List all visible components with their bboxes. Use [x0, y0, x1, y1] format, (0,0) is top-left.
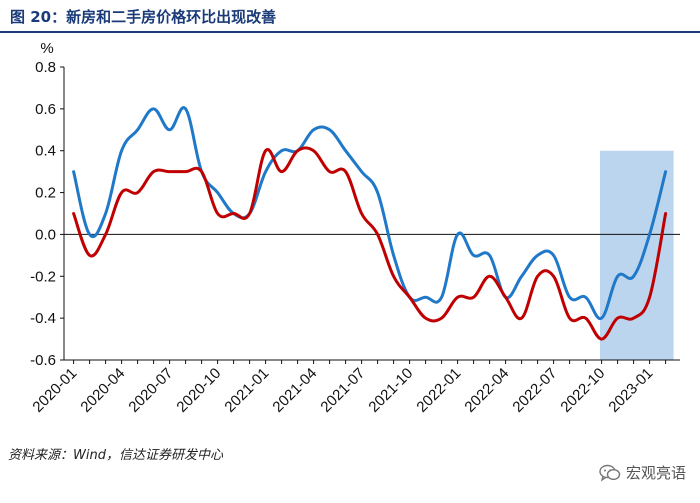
axes [60, 66, 680, 364]
tick-labels: 0.80.60.40.20.0-0.2-0.4-0.6%2020-012020-… [29, 40, 656, 416]
y-tick-label: 0.8 [35, 59, 56, 76]
series-layer [72, 106, 668, 341]
x-tick-label: 2022-01 [413, 365, 464, 416]
y-tick-label: -0.2 [30, 268, 56, 285]
y-unit-label: % [40, 40, 53, 57]
x-tick-label: 2021-01 [221, 365, 272, 416]
title-rule [0, 31, 700, 33]
y-tick-label: 0.4 [35, 143, 56, 160]
y-tick-label: 0.0 [35, 226, 56, 243]
y-tick-label: 0.6 [35, 101, 56, 118]
series-line-1 [72, 106, 668, 320]
wechat-icon [599, 464, 621, 482]
x-tick-label: 2021-07 [317, 365, 368, 416]
x-tick-label: 2020-01 [29, 365, 80, 416]
x-tick-label: 2020-07 [125, 365, 176, 416]
series-line-2 [72, 146, 668, 341]
y-tick-label: -0.4 [30, 310, 56, 327]
y-tick-label: 0.2 [35, 185, 56, 202]
x-tick-label: 2021-04 [269, 365, 320, 416]
x-tick-label: 2021-10 [365, 365, 416, 416]
line-chart: 0.80.60.40.20.0-0.2-0.4-0.6%2020-012020-… [29, 40, 680, 416]
x-tick-label: 2020-10 [173, 365, 224, 416]
y-tick-label: -0.6 [30, 352, 56, 369]
source-note: 资料来源：Wind，信达证券研发中心 [8, 448, 223, 463]
watermark: 宏观亮语 [599, 462, 686, 483]
x-tick-label: 2022-04 [461, 365, 512, 416]
x-tick-label: 2020-04 [77, 365, 128, 416]
figure-title: 图 20：新房和二手房价格环比出现改善 [10, 8, 277, 26]
x-tick-label: 2022-07 [509, 365, 560, 416]
watermark-text: 宏观亮语 [625, 464, 686, 482]
x-tick-label: 2023-01 [605, 365, 656, 416]
x-tick-label: 2022-10 [557, 365, 608, 416]
